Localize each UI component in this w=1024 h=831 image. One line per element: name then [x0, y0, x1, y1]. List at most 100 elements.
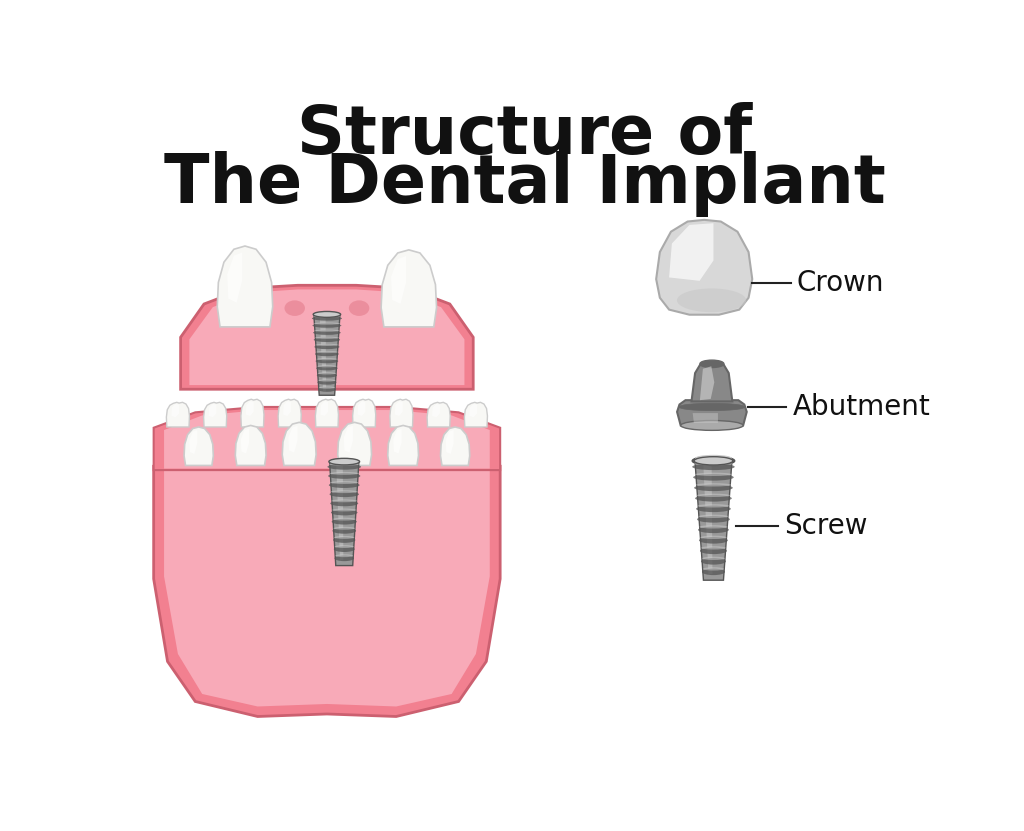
Polygon shape	[352, 399, 376, 427]
Ellipse shape	[698, 527, 729, 534]
Ellipse shape	[316, 351, 338, 353]
Ellipse shape	[699, 525, 727, 529]
Polygon shape	[180, 285, 473, 389]
Ellipse shape	[333, 537, 355, 543]
Ellipse shape	[695, 455, 732, 461]
Polygon shape	[166, 402, 189, 427]
Ellipse shape	[316, 373, 337, 377]
Ellipse shape	[694, 462, 733, 465]
Ellipse shape	[332, 509, 356, 511]
Ellipse shape	[334, 546, 354, 552]
Polygon shape	[189, 430, 198, 454]
Ellipse shape	[328, 464, 361, 470]
Polygon shape	[319, 316, 326, 391]
Ellipse shape	[697, 516, 730, 523]
Ellipse shape	[695, 495, 732, 502]
Polygon shape	[391, 256, 407, 304]
Polygon shape	[321, 401, 328, 416]
Polygon shape	[381, 250, 436, 327]
Ellipse shape	[334, 536, 354, 538]
Ellipse shape	[318, 386, 335, 389]
Ellipse shape	[317, 372, 336, 375]
Ellipse shape	[694, 457, 733, 465]
Polygon shape	[344, 425, 353, 453]
Ellipse shape	[692, 464, 734, 470]
Polygon shape	[432, 404, 440, 417]
Polygon shape	[189, 289, 465, 385]
Ellipse shape	[694, 484, 733, 491]
Ellipse shape	[313, 315, 341, 317]
Ellipse shape	[332, 519, 356, 524]
Polygon shape	[388, 425, 419, 465]
Ellipse shape	[314, 337, 339, 339]
Ellipse shape	[312, 323, 341, 327]
Ellipse shape	[696, 494, 730, 497]
Ellipse shape	[681, 420, 743, 430]
Polygon shape	[217, 246, 272, 327]
Ellipse shape	[331, 509, 357, 515]
Ellipse shape	[330, 491, 359, 497]
Polygon shape	[154, 407, 500, 470]
Polygon shape	[283, 422, 316, 465]
Polygon shape	[427, 402, 451, 427]
Ellipse shape	[699, 360, 724, 367]
Text: The Dental Implant: The Dental Implant	[164, 150, 886, 217]
Polygon shape	[469, 404, 477, 417]
Ellipse shape	[316, 358, 337, 360]
Polygon shape	[164, 466, 489, 706]
Ellipse shape	[335, 555, 354, 561]
Ellipse shape	[679, 403, 744, 411]
Polygon shape	[445, 430, 454, 454]
Ellipse shape	[315, 344, 338, 346]
Polygon shape	[692, 413, 718, 423]
Polygon shape	[703, 463, 713, 574]
Polygon shape	[395, 401, 402, 416]
Polygon shape	[154, 466, 500, 716]
Ellipse shape	[692, 456, 734, 465]
Polygon shape	[315, 399, 339, 427]
Ellipse shape	[696, 505, 731, 512]
Ellipse shape	[693, 474, 734, 480]
Polygon shape	[289, 425, 298, 453]
Ellipse shape	[317, 381, 337, 385]
Ellipse shape	[317, 365, 337, 367]
Ellipse shape	[318, 379, 336, 381]
Ellipse shape	[699, 537, 728, 543]
Polygon shape	[227, 253, 243, 302]
Ellipse shape	[226, 300, 247, 316]
Ellipse shape	[349, 300, 370, 316]
Polygon shape	[241, 399, 264, 427]
Polygon shape	[171, 404, 179, 417]
Ellipse shape	[318, 387, 336, 391]
Polygon shape	[338, 422, 372, 465]
Ellipse shape	[313, 322, 340, 325]
Ellipse shape	[329, 463, 359, 465]
Polygon shape	[241, 429, 249, 454]
Ellipse shape	[330, 472, 359, 475]
Polygon shape	[284, 401, 291, 416]
Ellipse shape	[329, 482, 359, 488]
Ellipse shape	[702, 557, 725, 560]
Ellipse shape	[700, 536, 727, 539]
Polygon shape	[699, 366, 715, 401]
Ellipse shape	[315, 359, 338, 363]
Ellipse shape	[335, 554, 353, 557]
Polygon shape	[204, 402, 226, 427]
Ellipse shape	[334, 527, 355, 529]
Polygon shape	[695, 461, 732, 580]
Ellipse shape	[333, 528, 356, 534]
Polygon shape	[164, 410, 489, 469]
Polygon shape	[390, 399, 413, 427]
Ellipse shape	[313, 337, 340, 342]
Ellipse shape	[701, 558, 726, 564]
Ellipse shape	[335, 545, 353, 548]
Polygon shape	[313, 314, 340, 396]
Polygon shape	[209, 404, 216, 417]
Polygon shape	[440, 427, 470, 465]
Text: Abutment: Abutment	[793, 393, 931, 421]
Ellipse shape	[316, 366, 338, 371]
Text: Crown: Crown	[797, 269, 885, 297]
Polygon shape	[393, 429, 401, 454]
Ellipse shape	[331, 500, 358, 506]
Text: Structure of: Structure of	[297, 102, 753, 168]
